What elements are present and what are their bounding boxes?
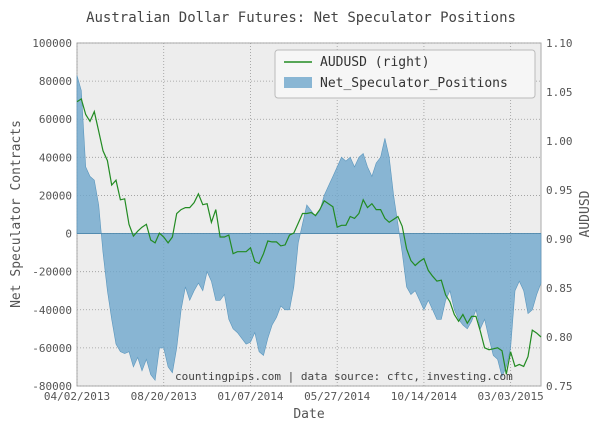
y-left-tick-label: -20000 bbox=[32, 266, 72, 279]
x-axis-title: Date bbox=[293, 407, 324, 422]
x-tick-label: 04/02/2013 bbox=[44, 390, 110, 403]
legend-box bbox=[274, 49, 536, 99]
y-left-tick-label: 100000 bbox=[32, 37, 72, 50]
y-left-axis-title: Net Speculator Contracts bbox=[9, 120, 24, 308]
x-tick-label: 08/20/2013 bbox=[131, 390, 197, 403]
y-right-tick-label: 0.85 bbox=[546, 282, 573, 295]
x-tick-label: 05/27/2014 bbox=[304, 390, 371, 403]
y-right-tick-label: 1.05 bbox=[546, 86, 573, 99]
legend-positions-swatch bbox=[284, 77, 312, 88]
y-left-tick-label: 40000 bbox=[39, 151, 72, 164]
legend-positions-label: Net_Speculator_Positions bbox=[320, 76, 508, 91]
x-tick-labels: 04/02/2013 08/20/2013 01/07/2014 05/27/2014… bbox=[44, 390, 544, 403]
x-tick-label: 01/07/2014 bbox=[217, 390, 284, 403]
audusd-line-layer bbox=[76, 97, 542, 375]
y-right-tick-label: 1.00 bbox=[546, 135, 573, 148]
y-right-tick-labels: 1.10 1.05 1.00 0.95 0.90 0.85 0.80 0.75 bbox=[546, 37, 573, 393]
legend-audusd-label: AUDUSD (right) bbox=[320, 55, 430, 70]
x-tick-label: 03/03/2015 bbox=[478, 390, 544, 403]
y-left-tick-label: -40000 bbox=[32, 304, 72, 317]
y-left-tick-labels: 100000 80000 60000 40000 20000 0 -20000 -40000 -… bbox=[32, 37, 72, 393]
source-annotation: countingpips.com | data source: cftc, in… bbox=[175, 370, 513, 383]
y-left-tick-label: 60000 bbox=[39, 113, 72, 126]
y-right-tick-label: 0.80 bbox=[546, 331, 573, 344]
y-left-tick-label: 0 bbox=[65, 228, 72, 241]
y-right-axis-title: AUDUSD bbox=[578, 190, 593, 237]
x-tick-label: 10/14/2014 bbox=[391, 390, 458, 403]
y-left-tick-label: -60000 bbox=[32, 342, 72, 355]
legend: AUDUSD (right) Net_Speculator_Positions bbox=[274, 49, 536, 99]
y-right-tick-label: 1.10 bbox=[546, 37, 573, 50]
y-right-tick-label: 0.90 bbox=[546, 233, 573, 246]
y-left-tick-label: 80000 bbox=[39, 75, 72, 88]
chart-title: Australian Dollar Futures: Net Speculato… bbox=[86, 10, 516, 26]
net-speculator-positions-area bbox=[76, 75, 542, 382]
positions-area-layer bbox=[76, 75, 542, 382]
y-right-tick-label: 0.95 bbox=[546, 184, 573, 197]
y-left-tick-label: -80000 bbox=[32, 380, 72, 393]
y-right-tick-label: 0.75 bbox=[546, 380, 573, 393]
y-left-tick-label: 20000 bbox=[39, 189, 72, 202]
audusd-line bbox=[76, 97, 542, 375]
